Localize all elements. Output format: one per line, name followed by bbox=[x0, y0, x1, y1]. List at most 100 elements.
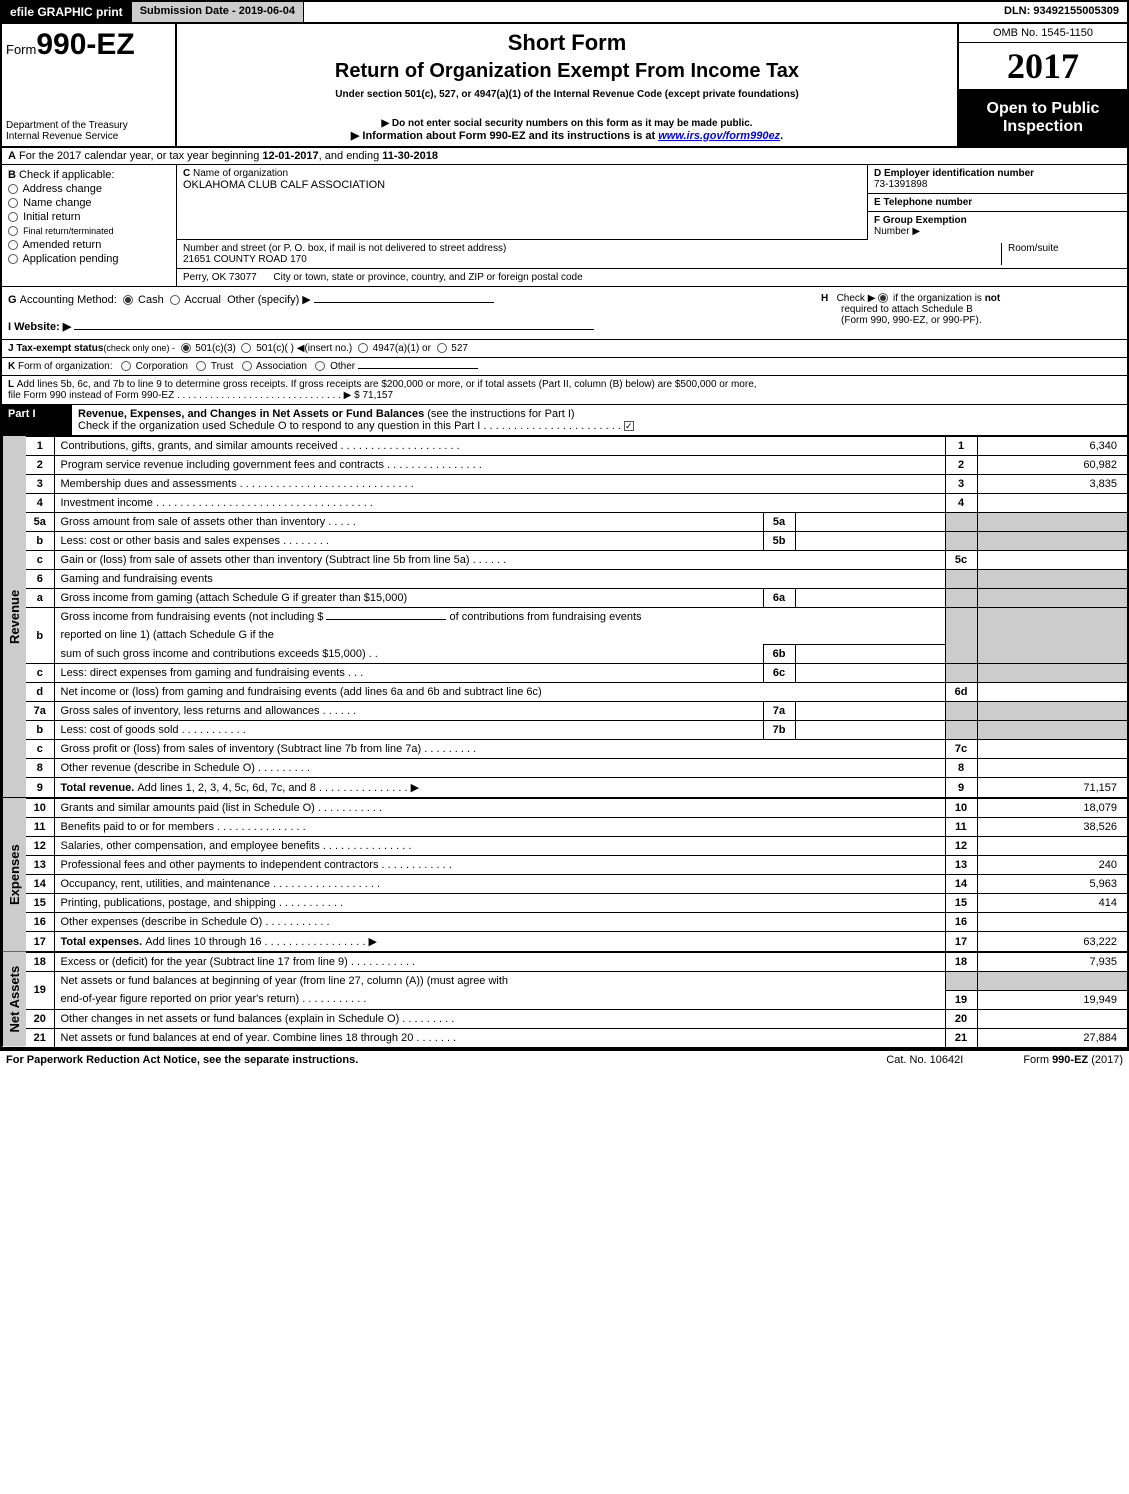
netassets-block: Net Assets 18Excess or (deficit) for the… bbox=[2, 951, 1127, 1047]
f-label: F Group Exemption bbox=[874, 215, 967, 226]
open1: Open to Public bbox=[963, 100, 1123, 118]
k-label: K bbox=[8, 361, 18, 372]
row-gh: G Accounting Method: Cash Accrual Other … bbox=[2, 286, 1127, 339]
radio-cash[interactable] bbox=[123, 295, 133, 305]
radio-other[interactable] bbox=[315, 361, 325, 371]
k-o3: Association bbox=[256, 361, 307, 372]
j-o2: 501(c)( ) ◀(insert no.) bbox=[256, 343, 352, 354]
open-inspection: Open to Public Inspection bbox=[959, 90, 1127, 146]
radio-accrual[interactable] bbox=[170, 295, 180, 305]
radio-icon bbox=[8, 240, 18, 250]
radio-corp[interactable] bbox=[121, 361, 131, 371]
h-text1: Check ▶ bbox=[837, 293, 876, 304]
radio-icon bbox=[8, 198, 18, 208]
radio-icon bbox=[8, 184, 18, 194]
side-revenue: Revenue bbox=[2, 436, 26, 797]
radio-501c[interactable] bbox=[241, 343, 251, 353]
chk-application-pending[interactable]: Application pending bbox=[8, 253, 170, 265]
j-paren: (check only one) - bbox=[103, 343, 175, 353]
website-input[interactable] bbox=[74, 329, 594, 330]
addr-label: Number and street (or P. O. box, if mail… bbox=[183, 243, 506, 254]
open2: Inspection bbox=[963, 118, 1123, 136]
a-label: A bbox=[8, 150, 16, 162]
b-label: B bbox=[8, 169, 16, 181]
expenses-table: 10Grants and similar amounts paid (list … bbox=[26, 798, 1127, 951]
omb: OMB No. 1545-1150 bbox=[959, 24, 1127, 43]
under-section: Under section 501(c), 527, or 4947(a)(1)… bbox=[185, 89, 949, 100]
radio-501c3[interactable] bbox=[181, 343, 191, 353]
radio-h[interactable] bbox=[878, 293, 888, 303]
dept: Department of the Treasury Internal Reve… bbox=[6, 120, 171, 142]
h-label: H bbox=[821, 293, 828, 304]
line-14: 14Occupancy, rent, utilities, and mainte… bbox=[26, 875, 1127, 894]
title2: Return of Organization Exempt From Incom… bbox=[185, 60, 949, 83]
org-name: OKLAHOMA CLUB CALF ASSOCIATION bbox=[183, 179, 385, 191]
part1-checkbox[interactable] bbox=[624, 421, 634, 431]
line-17: 17Total expenses. Add lines 10 through 1… bbox=[26, 932, 1127, 952]
section-k: K Form of organization: Corporation Trus… bbox=[2, 357, 1127, 375]
chk-amended-return[interactable]: Amended return bbox=[8, 239, 170, 251]
j-o4: 527 bbox=[451, 343, 468, 354]
g-other-input[interactable] bbox=[314, 302, 494, 303]
radio-trust[interactable] bbox=[196, 361, 206, 371]
line-1: 1Contributions, gifts, grants, and simil… bbox=[26, 437, 1127, 456]
line-6: 6Gaming and fundraising events bbox=[26, 570, 1127, 589]
a-text: For the 2017 calendar year, or tax year … bbox=[16, 150, 262, 162]
fundraising-amount-input[interactable] bbox=[326, 619, 446, 620]
part1-check: Check if the organization used Schedule … bbox=[78, 420, 621, 432]
g-cash: Cash bbox=[138, 294, 164, 306]
part1-heading: Revenue, Expenses, and Changes in Net As… bbox=[78, 408, 427, 420]
info-pre: ▶ Information about Form 990-EZ and its … bbox=[351, 130, 658, 142]
line-11: 11Benefits paid to or for members . . . … bbox=[26, 818, 1127, 837]
line-5c: cGain or (loss) from sale of assets othe… bbox=[26, 551, 1127, 570]
side-netassets: Net Assets bbox=[2, 952, 26, 1047]
radio-icon bbox=[8, 254, 18, 264]
j-o1: 501(c)(3) bbox=[195, 343, 236, 354]
info-link[interactable]: www.irs.gov/form990ez bbox=[658, 130, 780, 142]
section-a: A For the 2017 calendar year, or tax yea… bbox=[2, 146, 1127, 164]
side-expenses: Expenses bbox=[2, 798, 26, 951]
header-right: OMB No. 1545-1150 2017 Open to Public In… bbox=[957, 24, 1127, 146]
line-19-2: end-of-year figure reported on prior yea… bbox=[26, 990, 1127, 1009]
g-text: Accounting Method: bbox=[20, 294, 117, 306]
line-7a: 7aGross sales of inventory, less returns… bbox=[26, 702, 1127, 721]
line-3: 3Membership dues and assessments . . . .… bbox=[26, 475, 1127, 494]
radio-527[interactable] bbox=[437, 343, 447, 353]
h-text2: if the organization is bbox=[893, 293, 985, 304]
c-label: C bbox=[183, 168, 193, 179]
l-label: L bbox=[8, 379, 17, 390]
dept1: Department of the Treasury bbox=[6, 120, 171, 131]
submission-date: Submission Date - 2019-06-04 bbox=[131, 2, 304, 22]
row-c-name: C Name of organization OKLAHOMA CLUB CAL… bbox=[177, 165, 1127, 240]
k-o2: Trust bbox=[211, 361, 233, 372]
chk-name-change[interactable]: Name change bbox=[8, 197, 170, 209]
f-label2: Number ▶ bbox=[874, 226, 920, 237]
expenses-block: Expenses 10Grants and similar amounts pa… bbox=[2, 797, 1127, 951]
topbar: efile GRAPHIC print Submission Date - 20… bbox=[2, 2, 1127, 24]
section-f: F Group Exemption Number ▶ bbox=[868, 212, 1127, 240]
h-text4: (Form 990, 990-EZ, or 990-PF). bbox=[841, 315, 982, 326]
line-2: 2Program service revenue including gover… bbox=[26, 456, 1127, 475]
b-text: Check if applicable: bbox=[16, 169, 114, 181]
line-20: 20Other changes in net assets or fund ba… bbox=[26, 1009, 1127, 1028]
part1-heading-paren: (see the instructions for Part I) bbox=[427, 408, 574, 420]
chk-address-change[interactable]: Address change bbox=[8, 183, 170, 195]
line-10: 10Grants and similar amounts paid (list … bbox=[26, 799, 1127, 818]
k-other-input[interactable] bbox=[358, 368, 478, 369]
h-not: not bbox=[985, 293, 1001, 304]
line-6b-3: sum of such gross income and contributio… bbox=[26, 645, 1127, 664]
section-cde: C Name of organization OKLAHOMA CLUB CAL… bbox=[177, 165, 1127, 286]
radio-4947[interactable] bbox=[358, 343, 368, 353]
efile-print-button[interactable]: efile GRAPHIC print bbox=[2, 2, 131, 22]
part1-heading-box: Revenue, Expenses, and Changes in Net As… bbox=[72, 405, 1127, 435]
section-g: G Accounting Method: Cash Accrual Other … bbox=[8, 293, 821, 333]
revenue-table: 1Contributions, gifts, grants, and simil… bbox=[26, 436, 1127, 797]
footer: For Paperwork Reduction Act Notice, see … bbox=[0, 1049, 1129, 1069]
section-e: E Telephone number bbox=[868, 194, 1127, 212]
chk-final-return[interactable]: Final return/terminated bbox=[8, 225, 170, 237]
line-18: 18Excess or (deficit) for the year (Subt… bbox=[26, 953, 1127, 972]
line-7c: cGross profit or (loss) from sales of in… bbox=[26, 740, 1127, 759]
radio-assoc[interactable] bbox=[242, 361, 252, 371]
chk-initial-return[interactable]: Initial return bbox=[8, 211, 170, 223]
section-b: B Check if applicable: Address change Na… bbox=[2, 165, 177, 286]
